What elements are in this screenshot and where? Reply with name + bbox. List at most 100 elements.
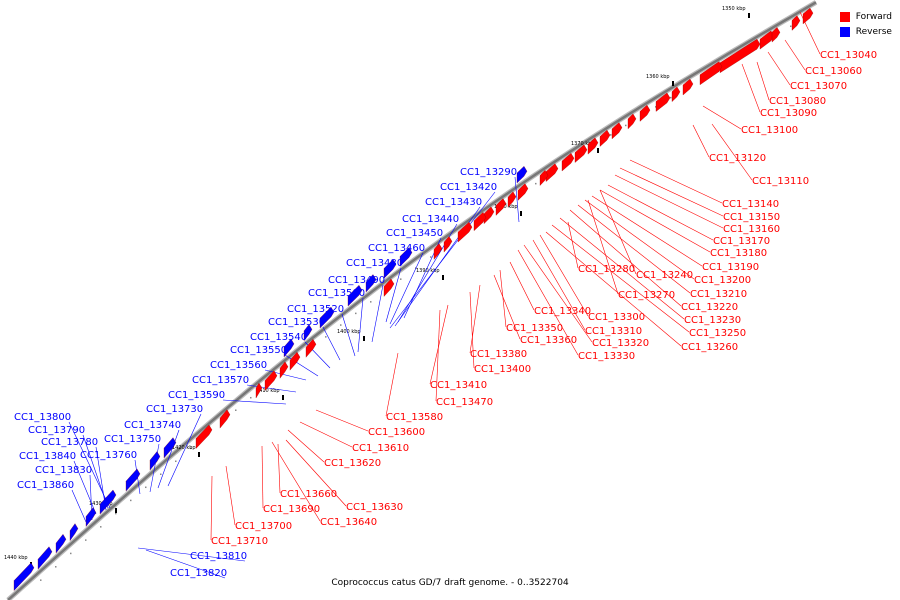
forward-gene [682, 78, 694, 96]
reverse-gene-label: CC1_13490 [328, 275, 385, 286]
position-dot [400, 278, 402, 280]
position-dot [610, 134, 612, 136]
forward-gene-label: CC1_13710 [211, 536, 268, 547]
reverse-gene [303, 324, 313, 342]
forward-gene [495, 198, 507, 216]
reverse-leader [357, 297, 364, 353]
caption: Coprococcus catus GD/7 draft genome. - 0… [331, 578, 569, 588]
forward-leader [532, 239, 586, 331]
forward-gene-label: CC1_13410 [430, 380, 487, 391]
tick-mark [282, 395, 284, 400]
reverse-gene-label: CC1_13480 [346, 258, 403, 269]
forward-leader [277, 443, 281, 494]
forward-leader [767, 51, 791, 86]
forward-gene-label: CC1_13360 [520, 335, 577, 346]
position-dot [655, 106, 657, 108]
position-dot [40, 579, 42, 581]
reverse-gene-label: CC1_13560 [210, 360, 267, 371]
reverse-gene [516, 166, 528, 184]
reverse-gene-label: CC1_13780 [41, 437, 98, 448]
tick-label: 1370 kbp [571, 141, 595, 147]
position-dot [340, 324, 342, 326]
forward-leader [545, 231, 682, 347]
gene-labels: CC1_13040CC1_13060CC1_13070CC1_13080CC1_… [14, 50, 877, 579]
forward-leader [210, 475, 213, 541]
position-dot [100, 526, 102, 528]
forward-gene [545, 163, 559, 182]
reverse-leader [246, 384, 297, 393]
forward-gene-label: CC1_13170 [713, 236, 770, 247]
forward-leader [517, 249, 579, 356]
position-dot [625, 124, 627, 127]
forward-leader [591, 195, 703, 267]
forward-leader [287, 429, 325, 463]
forward-gene-label: CC1_13660 [280, 489, 337, 500]
reverse-gene-label: CC1_13570 [192, 375, 249, 386]
reverse-leader [149, 443, 160, 493]
reverse-gene-label: CC1_13740 [124, 420, 181, 431]
reverse-gene-label: CC1_13790 [28, 425, 85, 436]
forward-gene [473, 212, 487, 232]
forward-leader [469, 284, 481, 354]
tick-label: 1420 kbp [172, 445, 196, 451]
reverse-gene-label: CC1_13520 [287, 304, 344, 315]
forward-leader [299, 421, 353, 448]
forward-leader [599, 189, 637, 275]
forward-gene [574, 144, 588, 163]
reverse-gene [319, 306, 335, 329]
genome-backbone [6, 0, 818, 600]
forward-gene-label: CC1_13610 [352, 443, 409, 454]
forward-leader [692, 124, 710, 158]
forward-leader [756, 61, 770, 101]
reverse-gene-label: CC1_13550 [230, 345, 287, 356]
reverse-gene [85, 507, 97, 527]
forward-gene [539, 169, 549, 186]
forward-leader [619, 167, 724, 217]
position-dot [130, 499, 132, 502]
forward-gene-label: CC1_13380 [470, 349, 527, 360]
reverse-leader [385, 267, 402, 323]
reverse-leader [389, 252, 424, 325]
tick-mark [115, 508, 117, 513]
forward-gene [517, 183, 529, 201]
forward-leader [225, 465, 236, 526]
forward-swatch [839, 11, 850, 22]
forward-gene [195, 424, 213, 449]
forward-leader [567, 221, 579, 269]
forward-gene [611, 122, 623, 140]
tick-label: 1390 kbp [416, 268, 440, 274]
legend: Forward Reverse [839, 9, 892, 39]
forward-leader [493, 274, 521, 340]
forward-gene [255, 382, 263, 399]
reverse-leader [157, 429, 180, 489]
forward-gene-label: CC1_13210 [690, 289, 747, 300]
forward-gene-label: CC1_13400 [474, 364, 531, 375]
tick-mark [442, 275, 444, 280]
forward-gene-label: CC1_13330 [578, 351, 635, 362]
forward-gene-label: CC1_13700 [235, 521, 292, 532]
forward-leader [584, 199, 695, 280]
forward-leader [551, 224, 690, 333]
backbone-line [7, 1, 817, 600]
position-dot [190, 447, 192, 450]
reverse-leader [73, 460, 97, 515]
forward-gene [802, 7, 814, 25]
label-leader-lines [68, 11, 821, 579]
forward-leader [702, 105, 742, 130]
forward-leader [577, 204, 691, 294]
position-dot [235, 409, 237, 411]
position-dot [670, 96, 672, 99]
legend-reverse-label: Reverse [855, 26, 892, 37]
forward-gene [264, 370, 278, 391]
position-dot [325, 336, 327, 338]
reverse-gene [399, 247, 413, 267]
forward-gene-label: CC1_13250 [689, 328, 746, 339]
forward-gene-label: CC1_13350 [506, 323, 563, 334]
reverse-gene-label: CC1_13810 [190, 551, 247, 562]
tick-mark [748, 13, 750, 18]
tick-mark [672, 81, 674, 86]
reverse-gene-label: CC1_13540 [250, 332, 307, 343]
position-dot [115, 512, 117, 515]
legend-forward-label: Forward [855, 11, 892, 22]
forward-gene-label: CC1_13190 [702, 262, 759, 273]
